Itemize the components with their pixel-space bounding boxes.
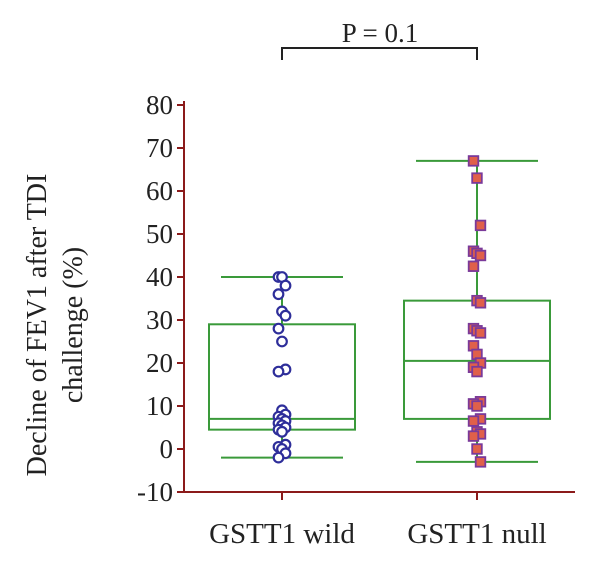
data-point-gstt1-null (474, 327, 487, 339)
data-point-gstt1-null (467, 415, 480, 427)
data-point-gstt1-wild (272, 322, 285, 335)
y-axis-label-line-1: Decline of FEV1 after TDI (22, 174, 53, 477)
p-value-label: P = 0.1 (342, 18, 419, 48)
y-tick-label: 10 (146, 391, 173, 421)
y-tick-label: 50 (146, 219, 173, 249)
data-point-gstt1-null (474, 456, 487, 468)
y-tick-label: 20 (146, 348, 173, 378)
category-label-gstt1-null: GSTT1 null (407, 518, 546, 550)
y-tick-label: 30 (146, 305, 173, 335)
data-point-gstt1-null (474, 297, 487, 309)
data-point-gstt1-wild (279, 309, 292, 322)
data-point-gstt1-null (474, 219, 487, 232)
data-point-gstt1-wild (276, 425, 288, 438)
data-point-gstt1-null (467, 260, 480, 272)
data-point-gstt1-null (471, 172, 483, 184)
bracket-line (281, 47, 478, 60)
data-point-gstt1-null (471, 400, 483, 412)
data-point-gstt1-wild (272, 288, 285, 301)
data-point-gstt1-wild (272, 365, 285, 378)
data-point-gstt1-null (474, 249, 487, 262)
p-value-bracket: P = 0.1 (281, 18, 478, 60)
data-point-gstt1-null (471, 443, 483, 455)
data-point-gstt1-null (471, 365, 483, 378)
category-label-gstt1-wild: GSTT1 wild (209, 518, 355, 550)
data-point-gstt1-null (467, 155, 480, 167)
data-point-gstt1-wild (272, 451, 285, 464)
data-point-gstt1-wild (279, 279, 292, 292)
y-tick-label: 60 (146, 176, 173, 206)
y-axis-label-line-2: challenge (%) (58, 247, 89, 403)
y-tick-label: 0 (160, 434, 174, 464)
y-tick-label: 80 (146, 90, 173, 120)
y-tick-label: 40 (146, 262, 173, 292)
y-tick-label: -10 (137, 477, 173, 507)
data-point-gstt1-wild (276, 335, 288, 348)
y-tick-label: 70 (146, 133, 173, 163)
data-point-gstt1-null (467, 430, 480, 442)
plot-area: 80 70 60 50 40 30 20 10 0 -10 (137, 90, 575, 507)
